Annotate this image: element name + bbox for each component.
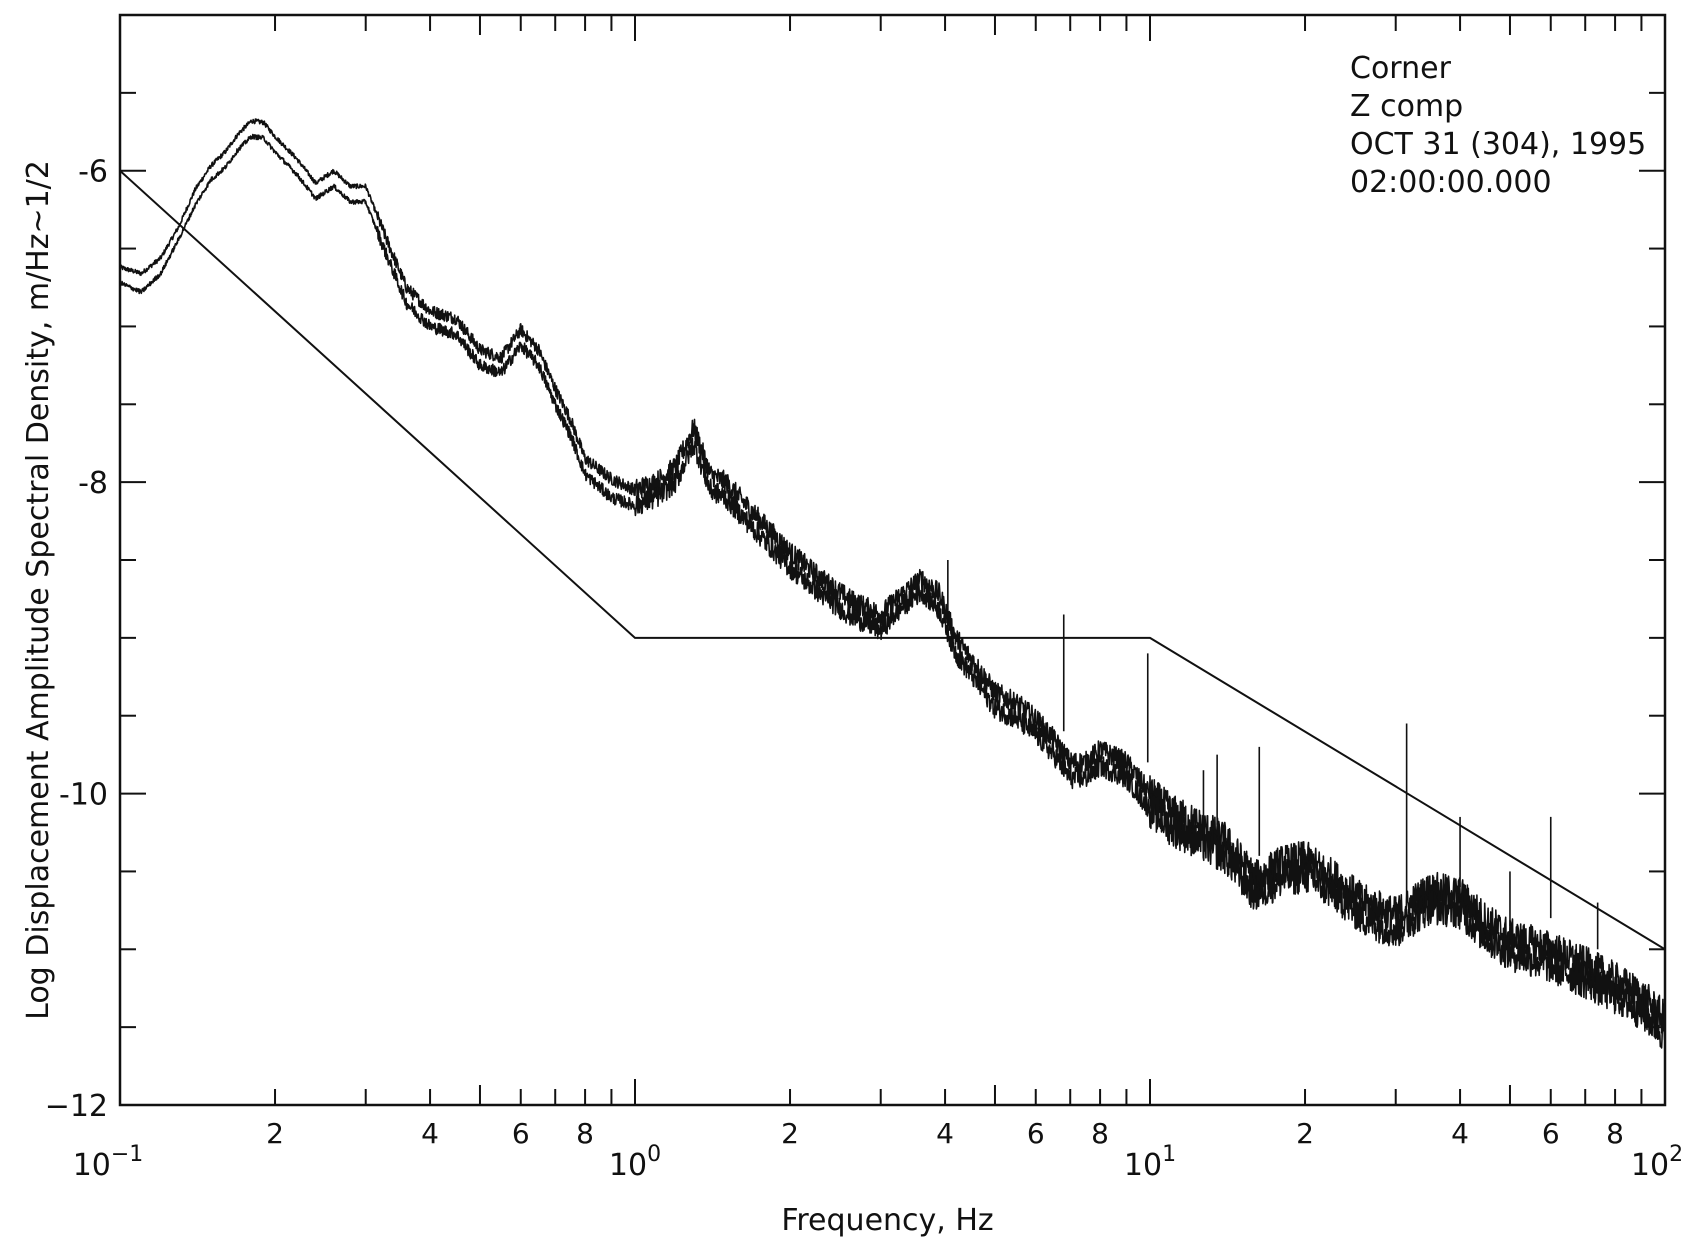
x-minor-tick-label: 2 [781,1117,799,1150]
x-major-tick-label: 101 [1124,1142,1176,1183]
x-minor-tick-label: 4 [421,1117,439,1150]
x-tick-exponent: −1 [111,1142,143,1167]
x-tick-exponent: 0 [647,1142,661,1167]
x-axis-label: Frequency, Hz [781,1203,993,1238]
reference-model-line [119,169,1666,951]
axis-tick-labels: 2 4 6 8 2 4 6 8 2 4 6 810−1 100 101 102-6-8-10−12 [45,155,1683,1183]
x-minor-tick-label: 2 [266,1117,284,1150]
y-tick-label: -8 [78,466,108,501]
x-minor-tick-label: 8 [1091,1117,1109,1150]
x-minor-tick-label: 8 [576,1117,594,1150]
x-minor-tick-label: 6 [1027,1117,1045,1150]
annotation-line-1: Corner [1350,51,1452,86]
x-major-tick-label: 100 [609,1142,661,1183]
y-tick-label: −12 [45,1089,108,1124]
y-axis-label: Log Displacement Amplitude Spectral Dens… [21,160,56,1020]
y-tick-label: -6 [78,155,108,190]
station-annotation: Corner Z comp OCT 31 (304), 1995 02:00:0… [1350,51,1646,200]
x-major-tick-label: 102 [1631,1142,1683,1183]
annotation-line-4: 02:00:00.000 [1350,165,1552,200]
x-minor-tick-label: 6 [512,1117,530,1150]
x-major-tick-label: 10−1 [73,1142,144,1183]
x-minor-tick-label: 8 [1606,1117,1624,1150]
y-tick-label: -10 [59,778,108,813]
x-minor-tick-label: 4 [936,1117,954,1150]
x-minor-tick-label: 6 [1542,1117,1560,1150]
x-tick-exponent: 2 [1669,1142,1683,1167]
spectrum-line-1 [119,118,1666,1034]
series-layer [119,118,1666,1049]
x-minor-tick-label: 4 [1451,1117,1469,1150]
annotation-line-3: OCT 31 (304), 1995 [1350,127,1646,162]
spectrum-line-2 [119,133,1666,1049]
x-tick-exponent: 1 [1162,1142,1176,1167]
annotation-line-2: Z comp [1350,89,1463,124]
x-minor-tick-label: 2 [1296,1117,1314,1150]
